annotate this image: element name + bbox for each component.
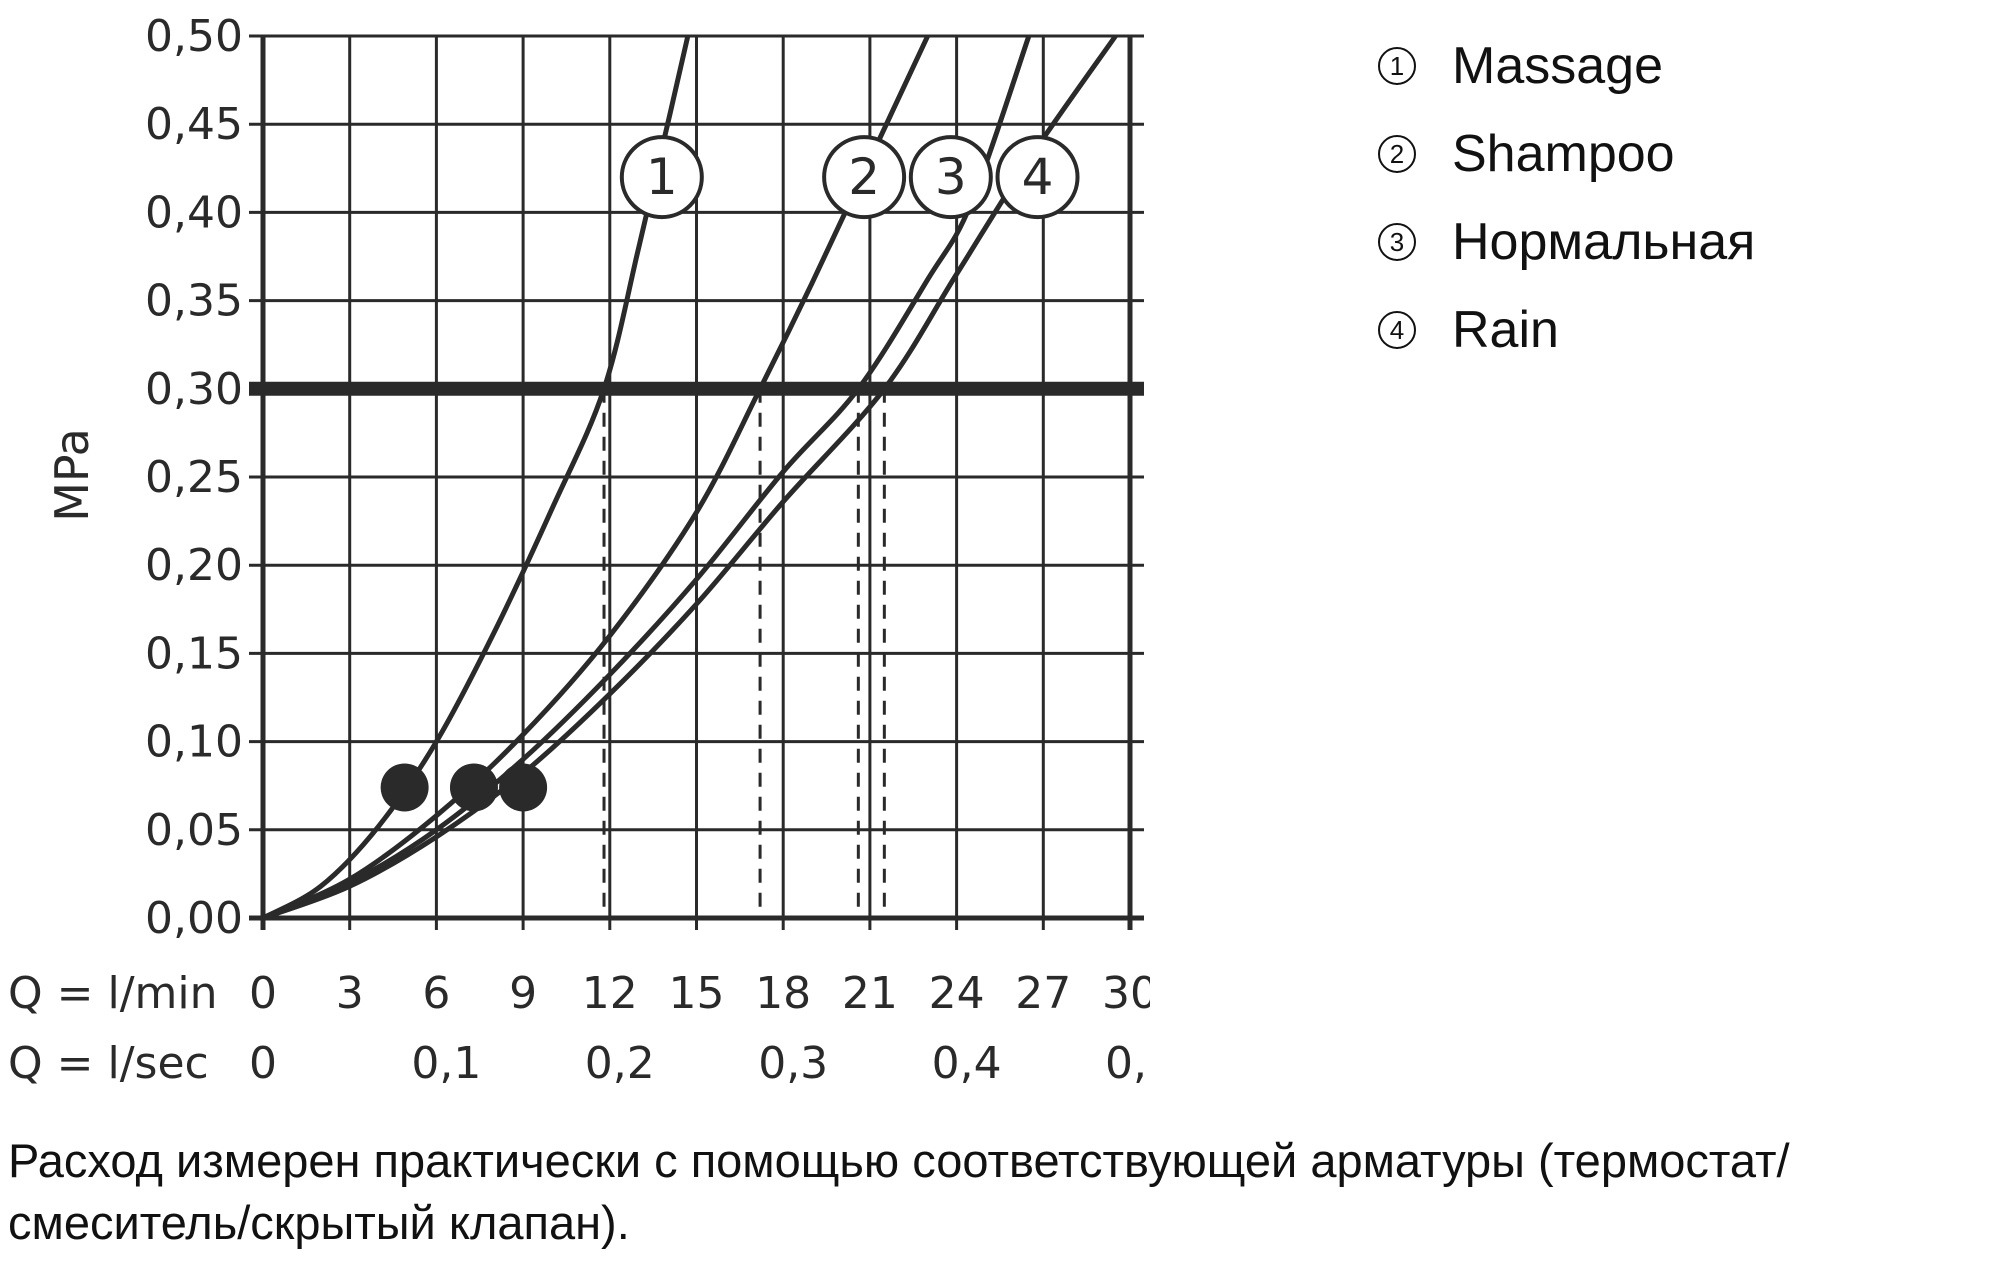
x-tick-label-lmin: 24 xyxy=(929,968,985,1019)
series-label-circle-1 xyxy=(619,135,704,220)
series-label-circle-2 xyxy=(822,135,907,220)
left-tick-label: 0,00 xyxy=(145,893,243,944)
x-tick-label-lsec: 0,1 xyxy=(411,1038,481,1089)
x-tick-label-lsec: 0,5 xyxy=(1105,1038,1150,1089)
legend-number-badge: 4 xyxy=(1378,311,1416,349)
left-tick-label: 0,15 xyxy=(145,628,243,679)
left-tick-label: 0,20 xyxy=(145,540,243,591)
footnote: Расход измерен практически с помощью соо… xyxy=(8,1134,1790,1249)
series-label-circle-3 xyxy=(908,135,993,220)
left-axis-label: MPa xyxy=(45,428,99,522)
left-tick-label: 0,45 xyxy=(145,99,243,150)
x-axis-ticks: 0 3 6 9 12 15 18 21 24 27 30 0 0,1 0,2 0,3 0,4 0,5 xyxy=(249,968,1150,1089)
x-tick-label-lmin: 27 xyxy=(1015,968,1071,1019)
x-tick-label-lmin: 9 xyxy=(509,968,537,1019)
left-tick-label: 0,10 xyxy=(145,717,243,768)
x-tick-label-lsec: 0 xyxy=(249,1038,277,1089)
left-tick-label: 0,25 xyxy=(145,452,243,503)
series-marker-3 xyxy=(499,763,548,812)
legend-number-badge: 2 xyxy=(1378,135,1416,173)
legend-item-shampoo: 2 Shampoo xyxy=(1378,110,1755,198)
legend-label: Massage xyxy=(1452,37,1663,95)
series-label-number-3: 3 xyxy=(935,148,967,206)
x-tick-label-lmin: 6 xyxy=(422,968,450,1019)
series-label-number-4: 4 xyxy=(1022,148,1054,206)
left-tick-label: 0,50 xyxy=(145,11,243,62)
x-tick-label-lmin: 12 xyxy=(582,968,638,1019)
x-tick-label-lmin: 0 xyxy=(249,968,277,1019)
x-tick-label-lmin: 18 xyxy=(755,968,811,1019)
left-tick-label: 0,35 xyxy=(145,276,243,327)
left-axis-ticks: 0,00 0,05 0,10 0,15 0,20 0,25 0,30 0,35 0,40 0,45… xyxy=(145,11,243,944)
legend-label: Нормальная xyxy=(1452,213,1756,271)
x-tick-label-lsec: 0,4 xyxy=(932,1038,1002,1089)
pressure-flow-chart: 0,000,050,100,150,200,250,300,350,400,45… xyxy=(8,11,1150,1089)
series-line-3 xyxy=(262,35,1032,921)
x-tick-label-lsec: 0,3 xyxy=(758,1038,828,1089)
legend-number-badge: 3 xyxy=(1378,223,1416,261)
legend-number-badge: 1 xyxy=(1378,47,1416,85)
x-tick-label-lmin: 30 xyxy=(1102,968,1150,1019)
left-tick-label: 0,30 xyxy=(145,364,243,415)
x-tick-label-lmin: 15 xyxy=(669,968,725,1019)
x-tick-label-lmin: 3 xyxy=(336,968,364,1019)
series-line-4 xyxy=(262,34,1118,921)
series-marker-1 xyxy=(380,763,429,812)
series-label-number-2: 2 xyxy=(848,148,880,206)
x-axis-row1-label: Q = l/min xyxy=(8,968,218,1019)
series-label-number-1: 1 xyxy=(646,148,678,206)
series-line-2 xyxy=(261,34,930,921)
x-axis-row2-label: Q = l/sec xyxy=(8,1038,209,1089)
legend-label: Shampoo xyxy=(1452,125,1675,183)
legend-item-rain: 4 Rain xyxy=(1378,286,1755,374)
x-tick-label-lmin: 21 xyxy=(842,968,898,1019)
legend-item-massage: 1 Massage xyxy=(1378,22,1755,110)
series-label-circle-4 xyxy=(995,135,1080,220)
left-tick-label: 0,05 xyxy=(145,805,243,856)
legend-label: Rain xyxy=(1452,301,1559,359)
legend-item-normal: 3 Нормальная xyxy=(1378,198,1755,286)
x-tick-label-lsec: 0,2 xyxy=(585,1038,655,1089)
legend: 1 Massage 2 Shampoo 3 Нормальная 4 Rain xyxy=(1378,22,1755,374)
left-tick-label: 0,40 xyxy=(145,187,243,238)
